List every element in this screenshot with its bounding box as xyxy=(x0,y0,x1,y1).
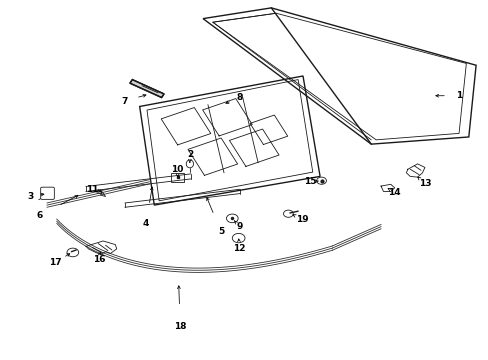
Text: 18: 18 xyxy=(174,322,186,331)
Text: 16: 16 xyxy=(93,255,105,264)
Text: 15: 15 xyxy=(304,177,316,186)
Text: 6: 6 xyxy=(37,211,43,220)
Text: 19: 19 xyxy=(295,215,308,224)
Text: 10: 10 xyxy=(171,166,183,175)
Text: 1: 1 xyxy=(455,91,461,100)
Text: 5: 5 xyxy=(218,228,224,237)
Text: 17: 17 xyxy=(49,258,61,267)
Text: 4: 4 xyxy=(142,219,149,228)
Text: 12: 12 xyxy=(233,244,245,253)
Text: 3: 3 xyxy=(28,192,34,201)
Text: 2: 2 xyxy=(186,150,193,159)
Text: 14: 14 xyxy=(387,188,400,197)
Text: 11: 11 xyxy=(86,185,99,194)
Text: 7: 7 xyxy=(122,96,128,105)
Text: 9: 9 xyxy=(236,222,243,231)
Text: 8: 8 xyxy=(236,93,242,102)
Bar xyxy=(171,173,183,182)
Polygon shape xyxy=(130,80,163,98)
Text: 13: 13 xyxy=(418,179,430,188)
